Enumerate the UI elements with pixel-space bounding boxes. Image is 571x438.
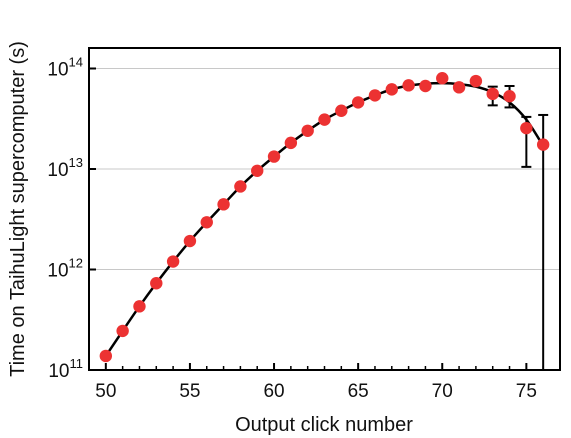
data-point bbox=[419, 79, 432, 93]
data-point bbox=[520, 121, 533, 135]
data-point bbox=[183, 234, 197, 248]
data-point bbox=[452, 81, 466, 94]
data-point bbox=[385, 83, 398, 96]
x-tick-label: 70 bbox=[432, 381, 453, 402]
data-point bbox=[284, 136, 298, 150]
x-axis: 50 55 60 65 70 75 bbox=[88, 363, 561, 402]
data-point bbox=[301, 124, 314, 137]
data-point bbox=[217, 198, 230, 211]
data-point bbox=[234, 180, 247, 193]
data-point bbox=[251, 164, 264, 177]
y-tick-label: 1011 bbox=[48, 356, 83, 382]
y-tick-base: 10 bbox=[47, 261, 68, 282]
y-tick-exponent: 12 bbox=[69, 256, 83, 271]
data-points bbox=[99, 72, 550, 363]
data-point bbox=[368, 89, 382, 102]
data-point bbox=[116, 324, 129, 338]
x-tick-label: 60 bbox=[263, 381, 284, 402]
data-point bbox=[335, 104, 348, 117]
data-point bbox=[351, 96, 365, 109]
y-tick-exponent: 14 bbox=[69, 55, 83, 70]
data-point bbox=[150, 277, 163, 290]
data-point bbox=[267, 150, 281, 163]
y-tick-base: 10 bbox=[47, 160, 68, 181]
x-tick-label: 75 bbox=[516, 381, 537, 402]
data-point bbox=[166, 255, 180, 268]
data-point bbox=[200, 216, 213, 229]
y-tick-base: 10 bbox=[47, 60, 68, 81]
y-tick-exponent: 11 bbox=[70, 356, 84, 371]
y-tick-exponent: 13 bbox=[69, 155, 83, 170]
x-tick-label: 50 bbox=[95, 381, 116, 402]
x-tick-label: 65 bbox=[348, 381, 369, 402]
y-tick-label: 1013 bbox=[47, 155, 83, 181]
y-axis-label: Time on TaihuLight supercomputer (s) bbox=[7, 41, 29, 377]
x-axis-label: Output click number bbox=[235, 414, 413, 436]
data-point bbox=[318, 113, 331, 126]
y-tick-base: 10 bbox=[48, 361, 69, 382]
x-tick-label: 55 bbox=[179, 381, 200, 402]
data-point bbox=[469, 74, 483, 88]
data-point bbox=[536, 138, 550, 151]
y-tick-label: 1014 bbox=[47, 55, 83, 81]
data-point bbox=[99, 349, 113, 363]
data-point bbox=[133, 300, 146, 313]
y-tick-label: 1012 bbox=[47, 256, 83, 282]
data-point bbox=[486, 87, 499, 101]
data-point bbox=[402, 79, 415, 92]
data-point bbox=[436, 72, 449, 85]
data-point bbox=[503, 90, 516, 103]
